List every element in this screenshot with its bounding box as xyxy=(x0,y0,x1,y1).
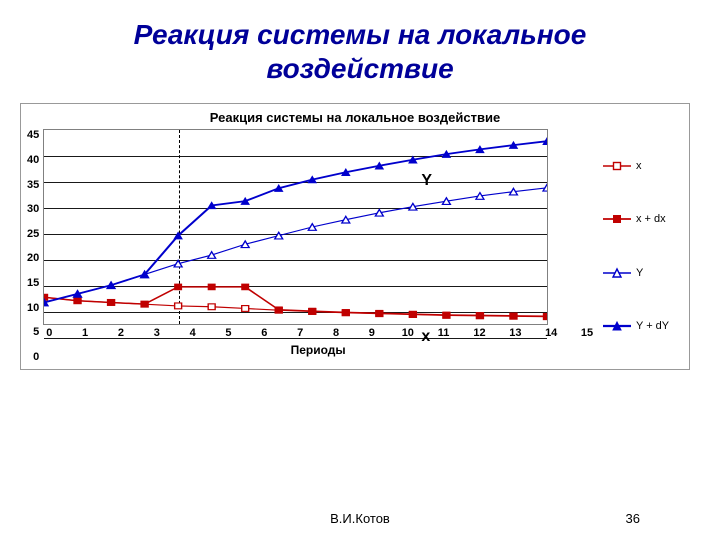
footer-author: В.И.Котов xyxy=(0,511,720,526)
y-axis: 45 40 35 30 25 20 15 10 5 0 xyxy=(27,129,43,363)
y-tick-label: 20 xyxy=(27,252,39,264)
x-axis: 0123456789101112131415 xyxy=(43,325,593,339)
footer-page-number: 36 xyxy=(626,511,640,526)
x-tick-label: 15 xyxy=(581,327,593,339)
chart-body: 45 40 35 30 25 20 15 10 5 0 Yx 012345678910111213… xyxy=(21,129,689,369)
y-tick-label: 35 xyxy=(27,179,39,191)
series-marker xyxy=(175,303,182,309)
series-marker xyxy=(242,306,249,312)
series-marker xyxy=(376,311,383,317)
series-line xyxy=(44,188,547,303)
legend-item: x + dx xyxy=(603,207,679,231)
series-marker xyxy=(343,310,350,316)
series-marker xyxy=(175,284,182,290)
series-marker xyxy=(108,300,115,306)
y-tick-label: 15 xyxy=(27,277,39,289)
series-marker xyxy=(74,298,81,304)
series-marker xyxy=(544,314,547,320)
series-marker xyxy=(410,311,417,317)
legend-item: x xyxy=(603,154,679,178)
plot-area: Yx xyxy=(43,129,548,325)
y-tick-label: 30 xyxy=(27,203,39,215)
series-marker xyxy=(141,301,148,307)
series-marker xyxy=(241,241,249,248)
y-tick-label: 40 xyxy=(27,154,39,166)
legend-label: Y xyxy=(636,267,643,279)
legend-label: x xyxy=(636,160,642,172)
gridline xyxy=(44,338,547,339)
series-marker xyxy=(174,261,182,268)
series-marker xyxy=(510,313,517,319)
series-marker xyxy=(208,304,215,310)
overlay-label: x xyxy=(421,328,430,346)
series-marker xyxy=(208,252,216,259)
series-marker xyxy=(275,307,282,313)
y-tick-label: 10 xyxy=(27,302,39,314)
series-marker xyxy=(309,224,317,231)
series-marker xyxy=(208,284,215,290)
legend-label: Y + dY xyxy=(636,320,669,332)
x-axis-label: Периоды xyxy=(43,339,593,363)
series-marker xyxy=(275,232,283,239)
series-line xyxy=(44,141,547,302)
series-line xyxy=(44,297,547,316)
chart-container: Реакция системы на локальное воздействие… xyxy=(20,103,690,370)
legend-label: x + dx xyxy=(636,213,666,225)
plot-column: 45 40 35 30 25 20 15 10 5 0 Yx 012345678910111213… xyxy=(27,129,593,363)
slide-title: Реакция системы на локальное воздействие xyxy=(0,0,720,95)
legend-swatch xyxy=(603,266,631,280)
chart-title: Реакция системы на локальное воздействие xyxy=(21,104,689,129)
series-marker xyxy=(309,308,316,314)
y-tick-label: 5 xyxy=(27,326,39,338)
chart-svg xyxy=(44,130,547,324)
overlay-label: Y xyxy=(421,172,432,190)
y-tick-label: 0 xyxy=(27,351,39,363)
legend-swatch xyxy=(603,159,631,173)
y-tick-label: 45 xyxy=(27,129,39,141)
series-marker xyxy=(242,284,249,290)
series-line xyxy=(44,287,547,316)
series-marker xyxy=(477,313,484,319)
legend-swatch xyxy=(603,319,631,333)
x-ticks: 0123456789101112131415 xyxy=(43,325,593,339)
legend-item: Y xyxy=(603,261,679,285)
legend: x x + dx Y Y + dY xyxy=(593,129,683,363)
series-marker xyxy=(443,312,450,318)
legend-swatch xyxy=(603,212,631,226)
y-tick-label: 25 xyxy=(27,228,39,240)
legend-item: Y + dY xyxy=(603,314,679,338)
